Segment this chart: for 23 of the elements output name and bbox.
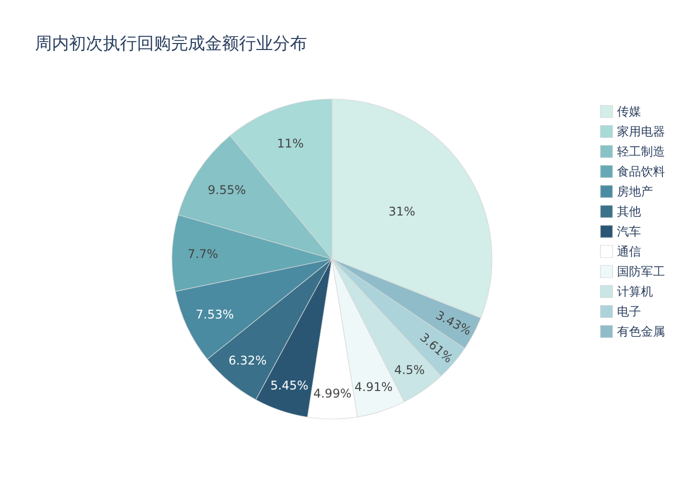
legend-label: 计算机 (617, 284, 653, 298)
legend-label: 通信 (617, 244, 641, 258)
legend-label: 汽车 (617, 224, 641, 238)
data-label: 4.99% (313, 386, 352, 400)
chart-title: 周内初次执行回购完成金额行业分布 (35, 34, 307, 54)
data-label: 7.53% (196, 307, 234, 322)
data-label: 5.45% (270, 378, 308, 393)
legend-label: 轻工制造 (617, 144, 665, 158)
legend-label: 其他 (617, 204, 641, 218)
legend-label: 食品饮料 (617, 164, 665, 178)
data-label: 7.7% (188, 247, 218, 262)
legend-label: 国防军工 (617, 264, 665, 278)
legend-label: 家用电器 (617, 124, 665, 138)
data-label: 11% (277, 136, 304, 150)
data-label: 4.91% (354, 380, 393, 394)
data-label: 4.5% (394, 362, 425, 377)
legend-label: 传媒 (617, 104, 641, 118)
data-label: 31% (388, 204, 416, 219)
legend-label: 有色金属 (617, 324, 665, 338)
data-label: 9.55% (208, 183, 246, 198)
legend-label: 房地产 (617, 184, 653, 198)
data-label: 6.32% (228, 353, 267, 368)
legend-label: 电子 (617, 304, 641, 318)
